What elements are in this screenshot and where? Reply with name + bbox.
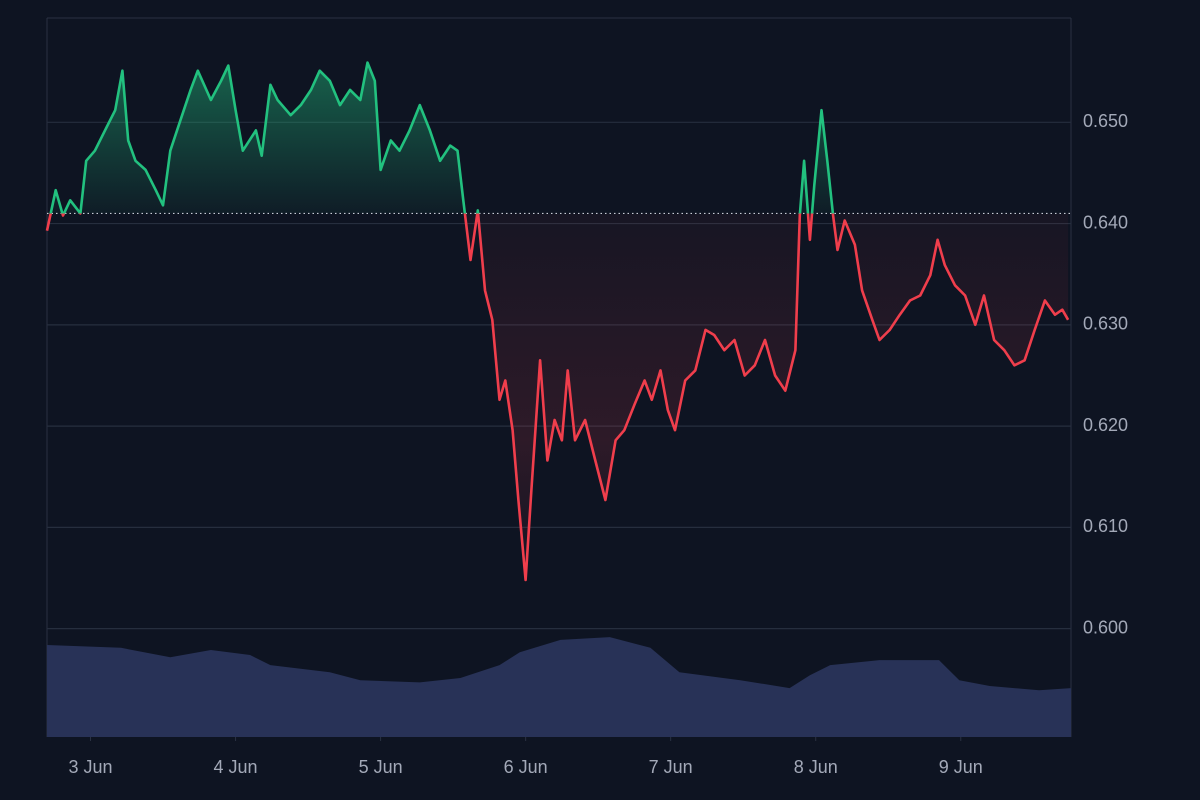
y-tick-label: 0.640: [1083, 212, 1128, 232]
y-tick-label: 0.650: [1083, 111, 1128, 131]
x-tick-label: 3 Jun: [68, 757, 112, 777]
price-area: [47, 62, 1069, 581]
x-tick-label: 8 Jun: [794, 757, 838, 777]
x-tick-label: 6 Jun: [504, 757, 548, 777]
price-line: [45, 61, 1070, 582]
x-tick-label: 4 Jun: [214, 757, 258, 777]
y-tick-label: 0.610: [1083, 516, 1128, 536]
y-tick-label: 0.620: [1083, 415, 1128, 435]
y-tick-label: 0.630: [1083, 314, 1128, 334]
x-tick-label: 7 Jun: [649, 757, 693, 777]
y-tick-label: 0.600: [1083, 617, 1128, 637]
x-tick-label: 5 Jun: [359, 757, 403, 777]
x-tick-label: 9 Jun: [939, 757, 983, 777]
volume-area: [47, 637, 1071, 737]
